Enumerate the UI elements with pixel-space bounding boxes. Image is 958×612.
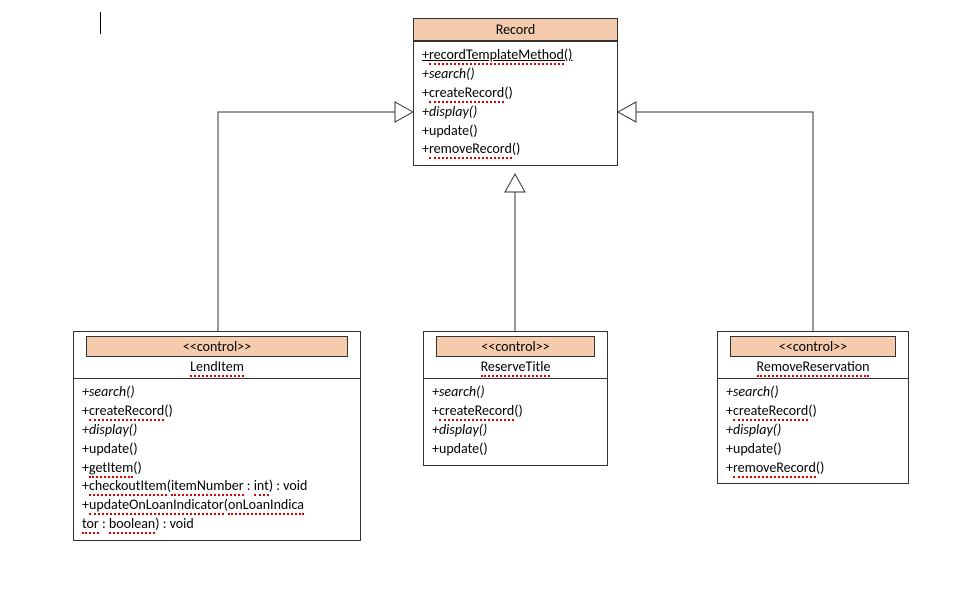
stereotype-lenditem: <<control>> [86,336,348,357]
text-cursor [100,12,101,34]
class-removereservation-operations: +search() +createRecord() +display() +up… [718,378,908,483]
class-record-name: Record [496,21,536,38]
class-lenditem-name: LendItem [190,358,244,377]
op-createRecord: +createRecord() [82,402,352,421]
op-update: +update() [726,440,900,459]
op-createRecord: +createRecord() [432,402,599,421]
op-removeRecord: +removeRecord() [422,140,609,159]
op-update: +update() [82,440,352,459]
edge-reservetitle-record [505,174,525,331]
op-createRecord: +createRecord() [726,402,900,421]
op-update: +update() [422,122,609,141]
op-search: +search() [422,65,609,84]
edge-lenditem-record [218,102,413,331]
op-checkoutItem: +checkoutItem(itemNumber : int) : void [82,477,352,496]
class-record-operations: +recordTemplateMethod() +search() +creat… [414,41,617,165]
op-getItem: +getItem() [82,459,352,478]
class-reservetitle-title: ReserveTitle [424,357,607,378]
class-removereservation-title: RemoveReservation [718,357,908,378]
class-lenditem-operations: +search() +createRecord() +display() +up… [74,378,360,540]
class-reservetitle-name: ReserveTitle [481,358,551,377]
op-search: +search() [432,383,599,402]
op-removeRecord: +removeRecord() [726,459,900,478]
op-display: +display() [432,421,599,440]
op-updateOnLoanIndicator: +updateOnLoanIndicator(onLoanIndicator :… [82,496,352,534]
op-update: +update() [432,440,599,459]
op-createRecord: +createRecord() [422,84,609,103]
class-record: Record +recordTemplateMethod() +search()… [413,18,618,166]
stereotype-removereservation: <<control>> [730,336,896,357]
op-display: +display() [726,421,900,440]
op-display: +display() [422,103,609,122]
op-search: +search() [726,383,900,402]
edge-removereservation-record [618,102,813,331]
op-recordTemplateMethod: +recordTemplateMethod() [422,46,609,65]
class-lenditem: <<control>> LendItem +search() +createRe… [73,331,361,541]
class-reservetitle-operations: +search() +createRecord() +display() +up… [424,378,607,465]
class-removereservation-name: RemoveReservation [757,358,870,377]
class-reservetitle: <<control>> ReserveTitle +search() +crea… [423,331,608,466]
op-display: +display() [82,421,352,440]
op-search: +search() [82,383,352,402]
stereotype-reservetitle: <<control>> [436,336,595,357]
class-record-title: Record [414,19,617,41]
class-removereservation: <<control>> RemoveReservation +search() … [717,331,909,484]
class-lenditem-title: LendItem [74,357,360,378]
